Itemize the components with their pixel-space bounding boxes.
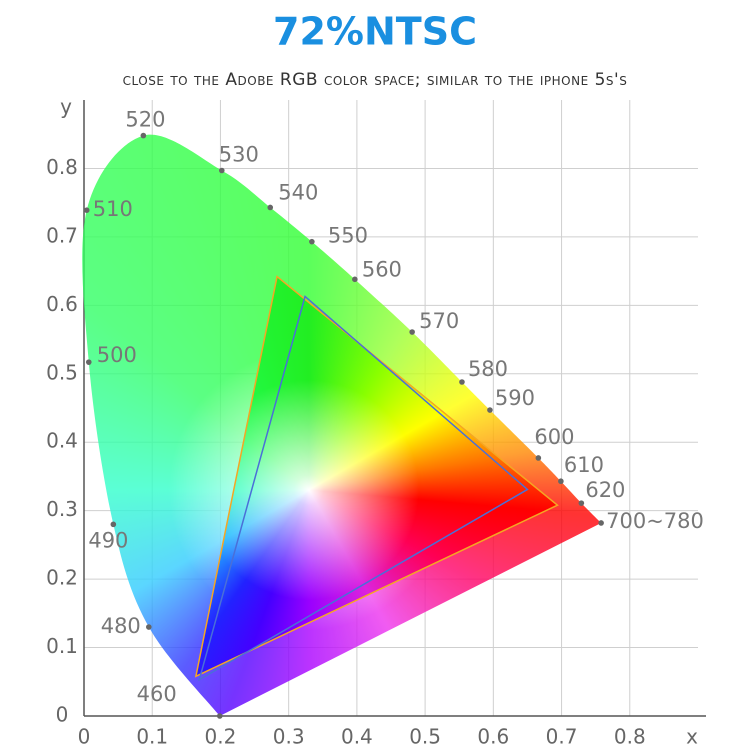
- wavelength-label: 610: [564, 453, 604, 477]
- wavelength-point: [409, 329, 415, 335]
- y-tick-label: 0.4: [46, 429, 78, 453]
- y-axis-label: y: [60, 95, 72, 119]
- x-tick-label: 0.5: [409, 725, 441, 749]
- wavelength-label: 590: [495, 386, 535, 410]
- wavelength-label: 550: [328, 224, 368, 248]
- x-tick-label: 0.7: [546, 725, 578, 749]
- wavelength-label: 480: [101, 614, 141, 638]
- wavelength-label: 510: [93, 197, 133, 221]
- wavelength-point: [146, 624, 152, 630]
- wavelength-label: 600: [534, 425, 574, 449]
- wavelength-point: [459, 379, 465, 385]
- y-tick-label: 0.1: [46, 634, 78, 658]
- wavelength-label: 520: [125, 108, 165, 132]
- y-tick-label: 0: [56, 703, 69, 727]
- x-tick-label: 0.1: [136, 725, 168, 749]
- x-tick-label: 0.2: [205, 725, 237, 749]
- y-tick-label: 0.2: [46, 566, 78, 590]
- wavelength-label: 490: [88, 528, 128, 552]
- wavelength-label: 530: [219, 142, 259, 166]
- wavelength-label: 700~780: [606, 509, 704, 533]
- x-tick-label: 0.4: [341, 725, 373, 749]
- wavelength-point: [140, 132, 147, 139]
- x-tick-label: 0: [78, 725, 91, 749]
- chart-title: 72%NTSC: [273, 10, 477, 54]
- chart-subtitle: close to the Adobe RGB color space; simi…: [123, 70, 628, 90]
- wavelength-label: 460: [137, 682, 177, 706]
- wavelength-label: 500: [97, 343, 137, 367]
- wavelength-point: [216, 713, 223, 719]
- wavelength-point: [309, 238, 315, 245]
- wavelength-point: [487, 407, 493, 413]
- y-tick-label: 0.6: [46, 292, 78, 316]
- gamut-triangle: [198, 295, 529, 682]
- x-axis-label: x: [686, 725, 698, 749]
- wavelength-label: 540: [278, 180, 318, 204]
- wavelength-point: [267, 204, 274, 211]
- marks: 460 480 490 500 510 520 530 540 550 560 570 580 590 6…: [83, 108, 704, 719]
- wavelength-point: [558, 478, 564, 485]
- wavelength-point: [219, 167, 225, 174]
- wavelength-label: 580: [468, 357, 508, 381]
- wavelength-label: 560: [362, 257, 402, 281]
- y-tick-label: 0.5: [46, 360, 78, 384]
- y-tick-label: 0.3: [46, 497, 78, 521]
- wavelength-point: [535, 455, 542, 461]
- wavelength-label: 620: [585, 478, 625, 502]
- wavelength-point: [85, 359, 92, 365]
- y-tick-label: 0.8: [46, 155, 78, 179]
- wavelength-point: [352, 276, 358, 283]
- x-tick-label: 0.3: [273, 725, 305, 749]
- wavelength-point: [110, 521, 117, 528]
- wavelength-point: [83, 207, 90, 213]
- wavelength-point: [578, 500, 585, 506]
- gamut-triangle: [194, 275, 559, 678]
- wavelength-label: 570: [419, 309, 459, 333]
- x-tick-label: 0.8: [614, 725, 646, 749]
- x-tick-label: 0.6: [477, 725, 509, 749]
- y-tick-label: 0.7: [46, 223, 78, 247]
- wavelength-point: [598, 520, 604, 526]
